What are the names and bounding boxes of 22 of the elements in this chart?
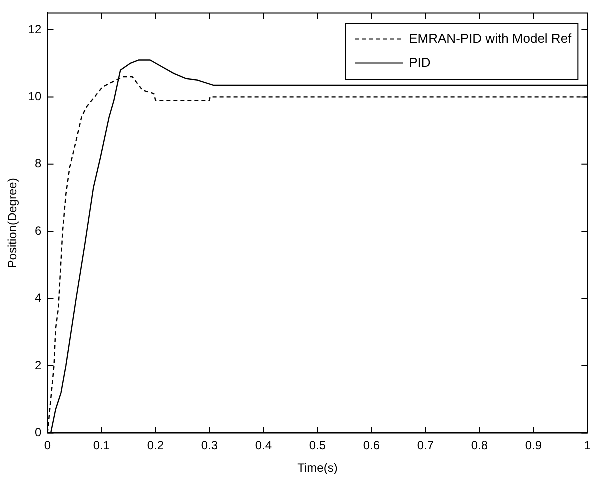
x-tick-label: 0.1 (93, 438, 110, 453)
y-tick-label: 4 (35, 291, 42, 306)
legend-label: PID (409, 54, 431, 70)
x-tick-label: 0.2 (147, 438, 164, 453)
legend-label: EMRAN-PID with Model Ref (409, 30, 572, 46)
x-tick-label: 0.8 (471, 438, 488, 453)
x-tick-label: 0.6 (363, 438, 380, 453)
x-tick-label: 0.4 (255, 438, 272, 453)
x-tick-label: 1 (584, 438, 592, 453)
x-tick-label: 0.7 (417, 438, 434, 453)
y-tick-label: 6 (35, 224, 42, 238)
y-axis-title: Position(Degree) (6, 178, 20, 268)
x-tick-label: 0.3 (201, 438, 218, 453)
x-axis-title: Time(s) (298, 461, 338, 476)
y-tick-label: 10 (28, 90, 42, 104)
y-tick-label: 12 (28, 22, 42, 36)
y-tick-label: 0 (35, 426, 42, 440)
y-tick-label: 2 (35, 358, 42, 372)
x-tick-label: 0.9 (525, 438, 542, 453)
y-tick-label: 8 (35, 156, 42, 171)
x-tick-label: 0 (44, 438, 52, 453)
x-tick-label: 0.5 (309, 438, 326, 453)
